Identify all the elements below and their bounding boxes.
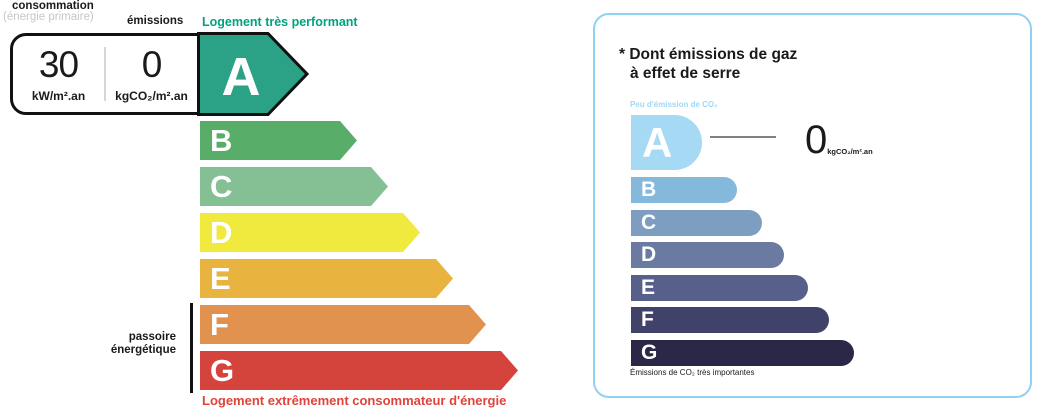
energy-grade-letter-d: D [210, 214, 233, 250]
value-box-divider [104, 47, 106, 101]
energy-grade-letter-a: A [222, 47, 261, 107]
passoire-bracket-line [190, 303, 193, 393]
passoire-label-line2: énergétique [110, 344, 176, 356]
ges-high-emissions-caption: Émissions de CO₂ très importantes [630, 368, 755, 377]
ges-grade-bar-g: G [631, 340, 854, 366]
energy-grade-bar-b: B [200, 121, 357, 160]
energy-grade-letter-b: B [210, 122, 233, 158]
energy-grade-bar-g: G [200, 351, 518, 390]
energy-grade-bar-e: E [200, 259, 453, 298]
worst-performance-caption: Logement extrêmement consommateur d'éner… [202, 393, 507, 408]
best-performance-caption: Logement très performant [202, 15, 358, 29]
ges-grade-bar-b: B [631, 177, 737, 203]
ges-value-connector-line [710, 136, 776, 138]
emissions-header: émissions [127, 15, 184, 27]
ges-grade-letter-b: B [641, 178, 657, 201]
energy-grade-bar-c: C [200, 167, 388, 206]
ges-grade-bar-e: E [631, 275, 808, 301]
ges-title-line1: * Dont émissions de gaz [619, 46, 798, 63]
passoire-label-line1: passoire [128, 331, 176, 343]
ges-value-unit: kgCO₂/m².an [827, 147, 873, 156]
energy-grade-letter-e: E [210, 260, 231, 296]
ges-grade-letter-g: G [641, 341, 658, 364]
energy-grade-bar-f: F [200, 305, 486, 344]
consumption-header: consommation [12, 0, 94, 12]
ges-grade-letter-a: A [642, 118, 673, 166]
ges-value-group: 0 kgCO₂/m².an [805, 120, 873, 160]
ges-panel-title: * Dont émissions de gaz à effet de serre [619, 45, 797, 83]
emissions-unit: kgCO₂/m².an [115, 88, 188, 103]
emissions-value: 0 [141, 43, 163, 85]
consumption-column: 30 kW/m².an [13, 36, 104, 112]
energy-grade-bar-d: D [200, 213, 420, 252]
ges-grade-letter-c: C [641, 211, 657, 234]
energy-grade-bar-a: A [197, 32, 309, 116]
ges-grade-letter-e: E [641, 276, 656, 299]
ges-grade-bar-a: A [631, 115, 702, 170]
ges-low-emissions-caption: Peu d'émission de CO₂ [630, 100, 718, 109]
primary-energy-subheader: (énergie primaire) [3, 11, 94, 23]
emissions-column: 0 kgCO₂/m².an [106, 36, 197, 112]
consumption-unit: kW/m².an [31, 88, 86, 103]
consumption-value: 30 [38, 43, 79, 85]
passoire-label: passoire énergétique [40, 331, 176, 357]
ges-title-line2: à effet de serre [630, 65, 741, 82]
energy-grade-letter-c: C [210, 168, 233, 204]
dpe-value-box: 30 kW/m².an 0 kgCO₂/m².an [10, 33, 200, 115]
ges-grade-bar-d: D [631, 242, 784, 268]
ges-grade-letter-f: F [641, 308, 654, 331]
ges-grade-letter-d: D [641, 243, 657, 266]
ges-grade-bar-f: F [631, 307, 829, 333]
energy-grade-letter-f: F [210, 306, 229, 342]
ges-panel: * Dont émissions de gaz à effet de serre… [593, 13, 1032, 398]
ges-grade-bar-c: C [631, 210, 762, 236]
energy-grade-letter-g: G [210, 352, 235, 388]
ges-value: 0 [805, 118, 827, 162]
grade-a-arrow-shape [197, 32, 309, 116]
